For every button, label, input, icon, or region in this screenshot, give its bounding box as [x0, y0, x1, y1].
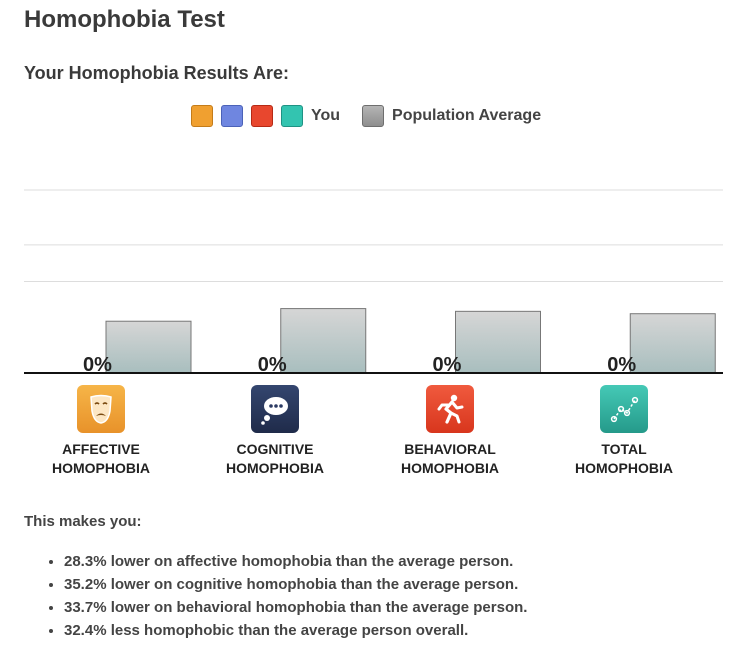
bar-population-1 [280, 308, 367, 374]
legend-label-population: Population Average [392, 107, 542, 124]
value-label-you-3: 0% [607, 354, 636, 376]
chart-legend: You Population Average [191, 104, 541, 128]
bar-population-3 [629, 313, 716, 374]
line-chart-icon [600, 385, 648, 433]
summary-item-affective: 28.3% lower on affective homophobia than… [64, 550, 527, 573]
summary-list: 28.3% lower on affective homophobia than… [24, 550, 527, 642]
category-label-affective: AFFECTIVE HOMOPHOBIA [52, 441, 150, 476]
bar-population-2 [455, 310, 541, 374]
theater-mask-icon [77, 385, 125, 433]
legend-swatch-you-cognitive [221, 105, 243, 127]
results-heading: Your Homophobia Results Are: [24, 63, 290, 83]
summary-item-total: 32.4% less homophobic than the average p… [64, 619, 527, 642]
legend-swatch-you-affective [191, 105, 213, 127]
legend-label-you: You [311, 107, 341, 124]
value-label-you-0: 0% [83, 354, 112, 376]
page-title: Homophobia Test [24, 6, 225, 33]
category-label-behavioral: BEHAVIORAL HOMOPHOBIA [401, 441, 499, 476]
bar-population-0 [105, 320, 192, 374]
bar-chart: 0% 0% 0% 0% [24, 189, 723, 376]
legend-swatch-you-total [281, 105, 303, 127]
summary-intro: This makes you: [24, 513, 142, 530]
legend-swatch-population [362, 105, 385, 127]
summary-item-behavioral: 33.7% lower on behavioral homophobia tha… [64, 596, 527, 619]
thought-bubble-icon [251, 385, 299, 433]
legend-swatch-you-behavioral [251, 105, 273, 127]
value-label-you-2: 0% [433, 354, 462, 376]
value-label-you-1: 0% [258, 354, 287, 376]
category-label-total: TOTAL HOMOPHOBIA [575, 441, 673, 476]
category-label-cognitive: COGNITIVE HOMOPHOBIA [226, 441, 324, 476]
running-person-icon [426, 385, 474, 433]
summary-item-cognitive: 35.2% lower on cognitive homophobia than… [64, 573, 527, 596]
